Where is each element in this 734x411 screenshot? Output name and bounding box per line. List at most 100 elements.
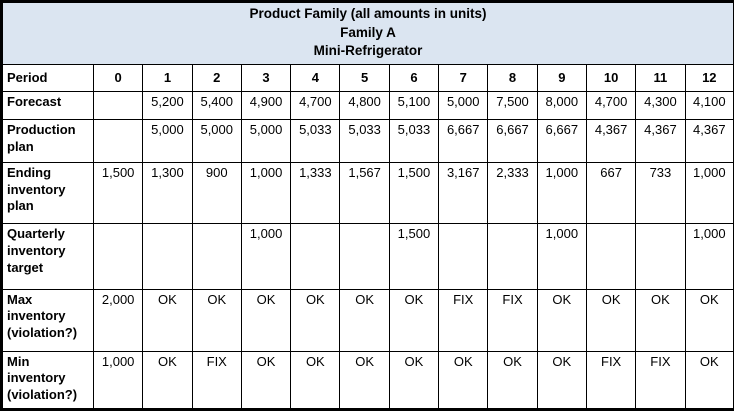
period-cell: 6 [388,64,440,92]
data-cell: OK [388,288,440,352]
data-cell: OK [635,288,686,352]
data-cell: OK [487,350,538,411]
data-cell: 5,000 [240,119,292,164]
period-cell: 1 [142,64,193,92]
data-cell: FIX [487,288,538,352]
data-cell: OK [240,288,292,352]
data-cell: 1,500 [388,223,440,290]
data-cell [487,223,538,290]
period-cell: 12 [684,64,734,92]
data-cell: 4,800 [339,90,390,121]
data-cell: 1,000 [536,223,587,290]
data-cell: 1,000 [240,162,292,225]
data-cell: 8,000 [536,90,587,121]
data-cell: OK [290,350,341,411]
period-cell: 9 [536,64,587,92]
data-cell: FIX [191,350,242,411]
table-title-line2: Family A [340,24,396,40]
period-cell: 7 [438,64,489,92]
data-cell: OK [339,288,390,352]
table-row: Min inventory (violation?) 1,000 OK FIX OK OK… [1,350,734,411]
period-cell: 2 [191,64,242,92]
data-cell [290,223,341,290]
data-cell: 5,033 [388,119,440,164]
data-cell: 4,700 [585,90,637,121]
table-title: Product Family (all amounts in units) Fa… [0,0,734,66]
data-cell: 5,100 [388,90,440,121]
data-cell: 733 [635,162,686,225]
data-cell: 900 [191,162,242,225]
data-cell [635,223,686,290]
data-cell: 1,000 [684,162,734,225]
data-cell: 1,300 [142,162,193,225]
data-cell: 6,667 [438,119,489,164]
data-cell [438,223,489,290]
data-cell: 4,367 [635,119,686,164]
data-cell: 1,333 [290,162,341,225]
data-cell: OK [585,288,637,352]
period-cell: 4 [290,64,341,92]
data-cell: 1,500 [92,162,144,225]
data-cell [339,223,390,290]
data-cell: 5,200 [142,90,193,121]
data-cell: OK [142,350,193,411]
data-cell: OK [684,288,734,352]
period-cell: 8 [487,64,538,92]
data-cell: 4,367 [585,119,637,164]
row-label: Max inventory (violation?) [1,288,94,352]
row-label-period: Period [1,64,94,92]
data-cell: 1,500 [388,162,440,225]
data-cell: OK [536,288,587,352]
period-cell: 0 [92,64,144,92]
data-cell: 2,333 [487,162,538,225]
table-title-line1: Product Family (all amounts in units) [249,6,487,21]
data-cell: 6,667 [487,119,538,164]
data-cell: 1,000 [536,162,587,225]
data-cell [92,223,144,290]
period-cell: 3 [240,64,292,92]
table-title-line3: Mini-Refrigerator [313,43,423,59]
data-cell: 5,400 [191,90,242,121]
data-cell: OK [290,288,341,352]
period-cell: 11 [635,64,686,92]
data-cell: 2,000 [92,288,144,352]
table-row: Max inventory (violation?) 2,000 OK OK OK OK O… [1,288,734,352]
data-cell: 1,567 [339,162,390,225]
data-cell: 5,000 [438,90,489,121]
row-label: Min inventory (violation?) [1,350,94,411]
data-cell [191,223,242,290]
data-cell: OK [438,350,489,411]
period-cell: 10 [585,64,637,92]
data-cell: 4,100 [684,90,734,121]
data-cell: OK [536,350,587,411]
data-cell: 1,000 [684,223,734,290]
data-cell: 7,500 [487,90,538,121]
data-cell [142,223,193,290]
data-cell: 4,700 [290,90,341,121]
data-cell: FIX [635,350,686,411]
data-cell [92,119,144,164]
data-cell: 5,000 [142,119,193,164]
data-cell: FIX [438,288,489,352]
table-row: Ending inventory plan 1,500 1,300 900 1,000 1… [1,162,734,225]
table-row: Quarterly inventory target 1,000 1,500 1,00… [1,223,734,290]
data-cell: OK [684,350,734,411]
data-cell: OK [388,350,440,411]
data-cell: 1,000 [92,350,144,411]
data-cell: 5,033 [290,119,341,164]
data-cell: OK [339,350,390,411]
row-label: Production plan [1,119,94,164]
data-cell: 1,000 [240,223,292,290]
period-header-row: Period 0 1 2 3 4 5 6 7 8 9 10 11 12 [1,64,734,92]
data-cell: 5,000 [191,119,242,164]
data-cell: FIX [585,350,637,411]
data-cell: 4,367 [684,119,734,164]
data-cell [92,90,144,121]
row-label: Ending inventory plan [1,162,94,225]
table-row: Forecast 5,200 5,400 4,900 4,700 4,800 5,100 5,… [1,90,734,121]
data-cell: OK [240,350,292,411]
data-cell [585,223,637,290]
data-cell: OK [191,288,242,352]
period-cell: 5 [339,64,390,92]
